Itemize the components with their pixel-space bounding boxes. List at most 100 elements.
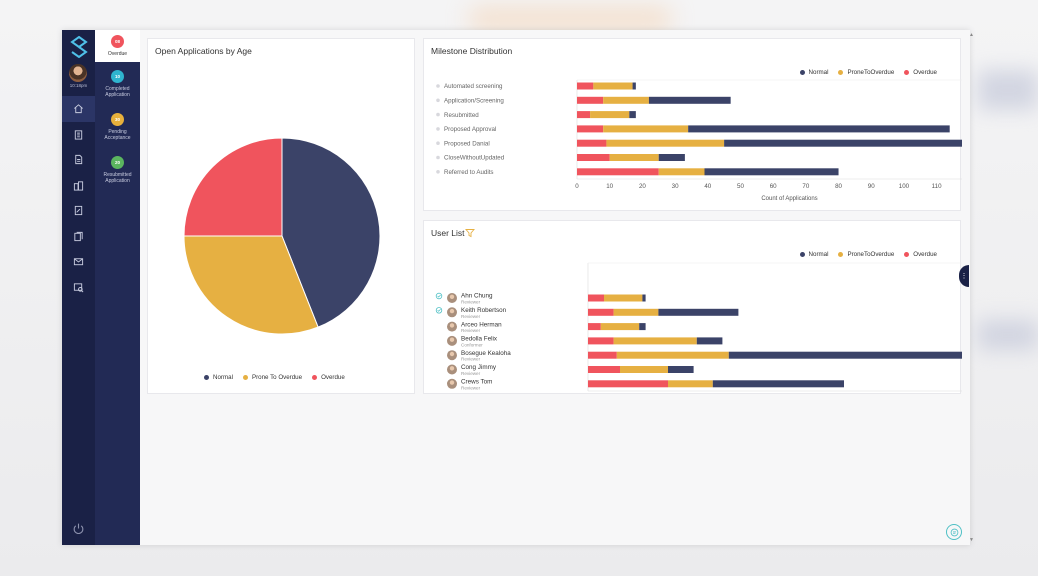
legend-item-prone[interactable]: ProneToOverdue bbox=[838, 69, 894, 76]
checkmark-icon bbox=[435, 307, 443, 314]
status-label: Resubmitted Application bbox=[103, 172, 132, 184]
bar-segment bbox=[658, 168, 705, 176]
bar-segment bbox=[588, 366, 620, 373]
status-completed[interactable]: 10 Completed Application bbox=[95, 70, 140, 98]
clock-time: 10:18pm bbox=[69, 83, 88, 88]
legend-item-overdue[interactable]: Overdue bbox=[904, 69, 937, 76]
row-bullet-icon bbox=[436, 84, 440, 88]
legend-item-overdue[interactable]: Overdue bbox=[312, 374, 345, 381]
bar-segment bbox=[588, 323, 601, 331]
document-icon[interactable] bbox=[62, 147, 95, 173]
blurred-background-element bbox=[978, 70, 1038, 110]
bar-segment bbox=[577, 168, 659, 176]
user-name: Bedolla Felix bbox=[461, 336, 498, 343]
bar-segment bbox=[658, 308, 739, 316]
bar-segment bbox=[620, 366, 668, 373]
logo-icon bbox=[70, 36, 88, 58]
legend-item-prone[interactable]: Prone To Overdue bbox=[242, 374, 302, 381]
milestone-legend: Normal ProneToOverdue Overdue bbox=[799, 69, 937, 76]
user-avatar-face bbox=[449, 337, 455, 342]
edit-document-icon[interactable] bbox=[62, 198, 95, 224]
chat-button[interactable] bbox=[946, 524, 962, 540]
pie-chart bbox=[183, 137, 381, 335]
bar-segment bbox=[588, 308, 614, 316]
card-title: Milestone Distribution bbox=[431, 46, 513, 56]
bar-segment bbox=[609, 154, 659, 161]
bar-segment bbox=[600, 323, 640, 331]
user-avatar[interactable] bbox=[69, 64, 87, 82]
clipboard-icon[interactable] bbox=[62, 122, 95, 148]
status-label: Pending Acceptance bbox=[104, 129, 131, 141]
legend-item-prone[interactable]: ProneToOverdue bbox=[838, 251, 894, 258]
x-tick-label: 100 bbox=[899, 183, 910, 190]
bar-segment bbox=[588, 337, 614, 345]
user-legend: Normal ProneToOverdue Overdue bbox=[799, 251, 937, 258]
status-resubmitted[interactable]: 20 Resubmitted Application bbox=[95, 156, 140, 184]
bar-segment bbox=[658, 154, 685, 161]
user-name: Arceo Herman bbox=[461, 321, 502, 328]
bar-segment bbox=[728, 351, 962, 359]
app-window: 10:18pm bbox=[62, 30, 970, 545]
row-bullet-icon bbox=[436, 98, 440, 103]
status-panel: 08 Overdue 10 Completed Application 30 P… bbox=[95, 30, 140, 545]
scrollbar[interactable]: ▲ ▼ bbox=[969, 32, 974, 543]
bar-segment bbox=[724, 139, 962, 147]
x-tick-label: 50 bbox=[737, 183, 744, 190]
multi-document-icon[interactable] bbox=[62, 224, 95, 250]
x-tick-label: 70 bbox=[802, 183, 809, 190]
legend-item-normal[interactable]: Normal bbox=[799, 251, 828, 258]
bar-segment bbox=[577, 139, 607, 147]
bar-segment bbox=[632, 82, 636, 90]
bar-segment bbox=[577, 111, 591, 119]
checkmark-icon bbox=[437, 309, 441, 312]
bar-segment bbox=[642, 294, 646, 302]
age-card: Open Applications by Age Normal Prone To… bbox=[147, 38, 415, 394]
bar-segment bbox=[712, 380, 844, 388]
user-avatar-face bbox=[449, 351, 455, 357]
status-overdue[interactable]: 08 Overdue bbox=[95, 30, 140, 62]
bar-segment bbox=[577, 96, 604, 104]
user-avatar-face bbox=[449, 323, 455, 328]
milestone-chart: 0102030405060708090100110120130Count of … bbox=[436, 79, 962, 202]
pie-slice bbox=[183, 235, 319, 335]
more-options-handle[interactable]: ⋮ bbox=[959, 265, 969, 287]
bar-segment bbox=[668, 366, 694, 373]
user-avatar-face bbox=[449, 366, 455, 371]
filter-icon[interactable] bbox=[465, 228, 475, 238]
checkmark-icon bbox=[437, 294, 441, 298]
bar-segment bbox=[590, 111, 630, 119]
rail-nav bbox=[62, 96, 95, 300]
user-list-card: User List Normal ProneToOverdue Overdue … bbox=[423, 220, 962, 394]
bar-segment bbox=[648, 96, 731, 104]
category-label: Referred to Audits bbox=[444, 169, 494, 176]
x-tick-label: 10 bbox=[606, 183, 613, 190]
user-role: Reviewer bbox=[461, 328, 481, 333]
bar-segment bbox=[613, 337, 697, 345]
legend-item-normal[interactable]: Normal bbox=[799, 69, 828, 76]
bar-segment bbox=[696, 337, 723, 345]
user-name: Bosegue Kealoha bbox=[461, 350, 511, 357]
buildings-icon[interactable] bbox=[62, 173, 95, 199]
category-label: Proposed Approval bbox=[444, 126, 496, 133]
bar-segment bbox=[603, 125, 689, 133]
pie-slice bbox=[183, 137, 283, 237]
status-pending[interactable]: 30 Pending Acceptance bbox=[95, 113, 140, 141]
bar-segment bbox=[603, 96, 649, 104]
x-tick-label: 0 bbox=[575, 183, 579, 190]
card-title: User List bbox=[431, 228, 465, 238]
legend-item-overdue[interactable]: Overdue bbox=[904, 251, 937, 258]
power-icon[interactable] bbox=[72, 522, 85, 535]
status-badge: 08 bbox=[111, 35, 124, 48]
x-tick-label: 90 bbox=[868, 183, 875, 190]
bar-segment bbox=[588, 351, 617, 359]
category-label: Automated screening bbox=[444, 83, 503, 90]
legend-item-normal[interactable]: Normal bbox=[204, 374, 233, 381]
user-avatar-face bbox=[449, 294, 455, 299]
home-icon[interactable] bbox=[62, 96, 95, 122]
bar-segment bbox=[613, 308, 659, 316]
bar-segment bbox=[639, 323, 646, 331]
image-search-icon[interactable] bbox=[62, 275, 95, 301]
user-avatar-face bbox=[449, 308, 455, 314]
chat-icon bbox=[950, 528, 958, 536]
mail-icon[interactable] bbox=[62, 249, 95, 275]
